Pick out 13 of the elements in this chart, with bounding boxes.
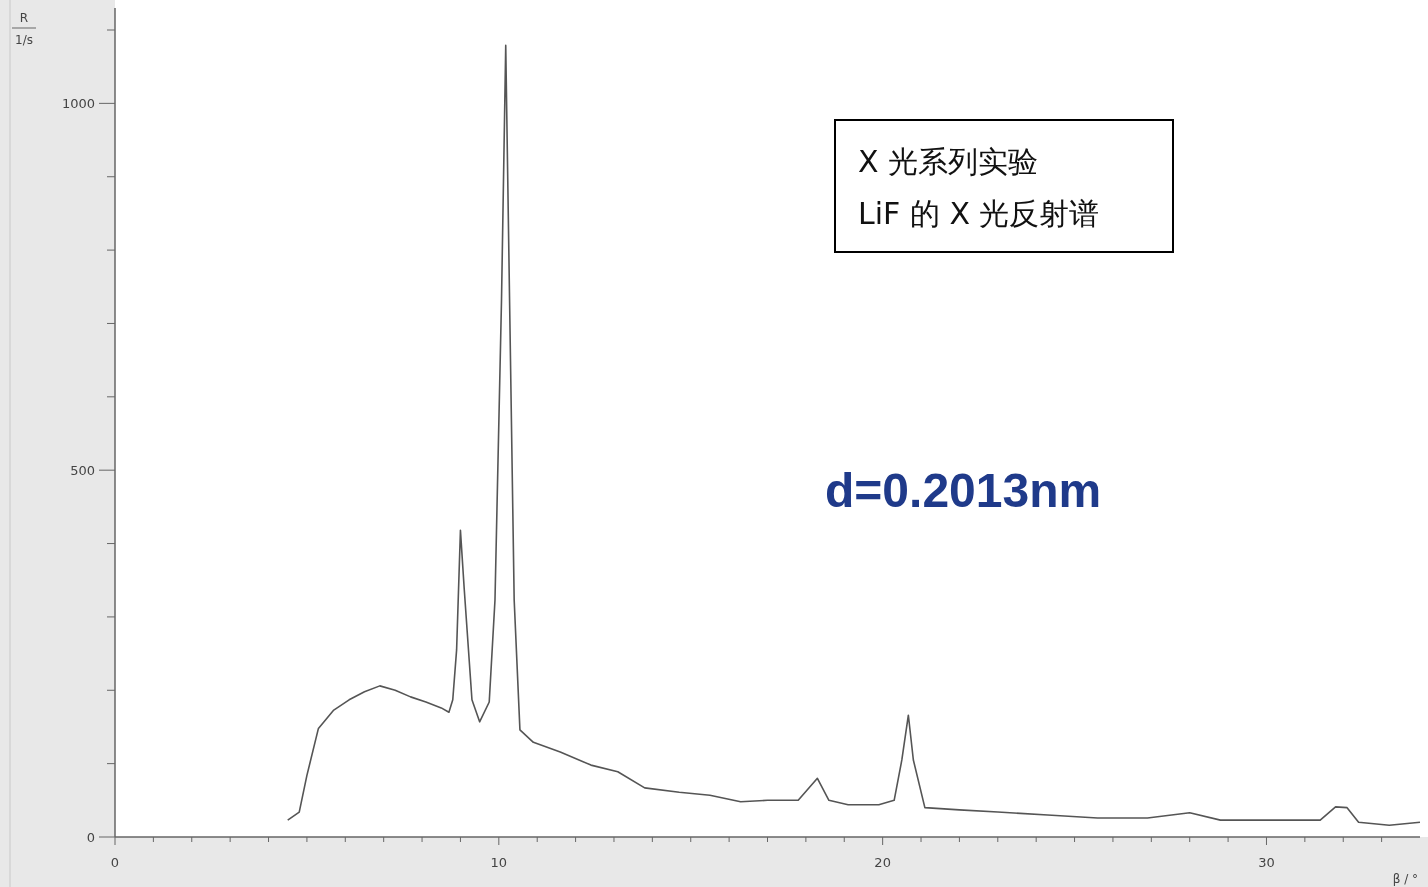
y-tick-label: 500: [70, 463, 95, 479]
y-tick-label: 1000: [61, 96, 95, 112]
y-axis-title: R 1/s: [15, 11, 33, 47]
x-axis-title: β / °: [1392, 872, 1418, 886]
line-series: [286, 44, 1421, 827]
y-tick-label: 0: [86, 830, 95, 845]
text-box: X 光系列实验 LiF 的 X 光反射谱: [834, 119, 1174, 253]
annotation: d=0.2013nm: [825, 464, 1102, 517]
x-tick-label: 0: [110, 855, 120, 870]
x-tick-label: 20: [874, 855, 891, 870]
x-tick-label: 10: [490, 855, 508, 870]
x-tick-label: 30: [1258, 855, 1275, 870]
annotation: X 光系列实验 LiF 的 X 光反射谱: [858, 144, 1100, 231]
